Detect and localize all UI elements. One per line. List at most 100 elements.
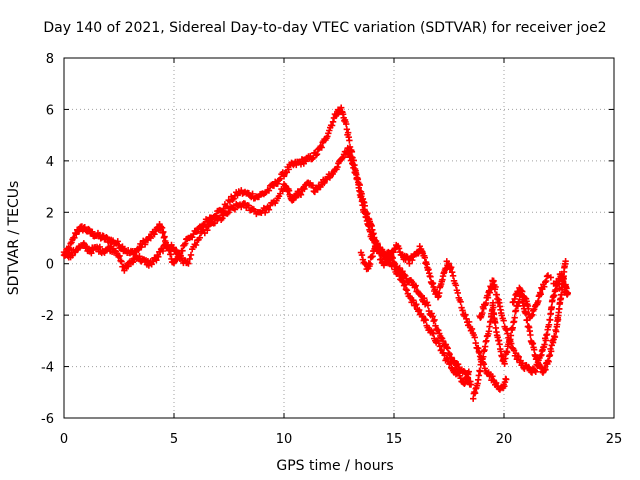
data-point	[119, 243, 126, 250]
data-point	[525, 311, 533, 318]
data-point	[118, 258, 125, 265]
data-point	[352, 169, 360, 177]
data-point	[454, 361, 462, 368]
data-point	[390, 261, 397, 268]
data-point	[504, 330, 511, 337]
data-point	[249, 190, 256, 198]
data-point	[452, 282, 460, 289]
data-point	[412, 302, 419, 309]
data-point	[274, 180, 281, 187]
series-track-d	[470, 257, 569, 402]
data-point	[424, 302, 432, 309]
data-point	[512, 291, 519, 299]
data-point	[403, 287, 411, 294]
data-point	[321, 179, 328, 187]
data-point	[406, 260, 413, 267]
data-point	[96, 243, 104, 251]
x-tick-label: 0	[60, 432, 68, 447]
data-point	[373, 242, 380, 250]
x-tick-label: 25	[606, 432, 623, 447]
data-point	[546, 351, 554, 359]
data-point	[550, 280, 557, 287]
data-point	[116, 252, 123, 260]
data-point	[396, 264, 403, 272]
data-point	[492, 283, 499, 291]
data-point	[465, 368, 472, 375]
data-point	[75, 227, 83, 235]
data-point	[516, 284, 523, 292]
data-point	[443, 343, 450, 351]
data-point	[545, 358, 552, 365]
data-point	[329, 118, 337, 126]
data-point	[401, 271, 408, 278]
data-point	[326, 127, 333, 134]
data-point	[67, 240, 74, 247]
data-point	[509, 324, 516, 331]
y-tick-label: 4	[46, 155, 54, 170]
data-point	[471, 334, 478, 341]
data-point	[385, 255, 392, 263]
data-point	[343, 126, 351, 133]
data-point	[387, 252, 394, 259]
data-point	[182, 240, 189, 247]
y-tick-label: -4	[41, 361, 54, 376]
data-point	[457, 298, 464, 306]
x-tick-label: 5	[170, 432, 178, 447]
data-point	[448, 264, 455, 271]
data-point	[334, 163, 341, 171]
data-point	[179, 247, 186, 254]
data-point	[538, 284, 545, 292]
series-track-c	[357, 241, 510, 393]
data-point	[503, 376, 510, 383]
data-point	[265, 187, 273, 194]
data-point	[444, 345, 451, 352]
data-point	[436, 343, 444, 350]
x-axis-label: GPS time / hours	[276, 458, 393, 474]
data-point	[312, 151, 320, 159]
data-point	[489, 373, 496, 380]
data-point	[184, 259, 191, 266]
data-point	[509, 299, 516, 306]
data-point	[377, 256, 385, 263]
data-point	[338, 155, 346, 162]
data-point	[540, 281, 547, 288]
data-point	[354, 175, 362, 183]
data-point	[422, 316, 429, 324]
data-point	[318, 144, 325, 151]
data-point	[430, 317, 437, 325]
data-point	[361, 202, 368, 210]
data-point	[85, 225, 92, 233]
data-point	[348, 153, 355, 161]
data-point	[429, 313, 436, 320]
data-point	[498, 312, 505, 319]
data-point	[401, 281, 409, 288]
data-point	[328, 122, 336, 129]
data-point	[543, 273, 551, 280]
data-point	[265, 206, 273, 213]
y-tick-label: -6	[41, 412, 54, 427]
data-point	[503, 349, 511, 356]
data-point	[522, 310, 530, 317]
data-point	[431, 316, 438, 324]
data-point	[115, 253, 122, 261]
x-tick-label: 15	[386, 432, 403, 447]
data-point	[423, 299, 431, 306]
data-point	[186, 255, 193, 263]
data-point	[153, 256, 160, 264]
data-point	[219, 215, 226, 222]
data-point	[547, 316, 554, 324]
data-point	[449, 272, 457, 280]
data-point	[301, 185, 308, 193]
data-point	[141, 241, 149, 248]
data-point	[490, 304, 497, 311]
chart-title: Day 140 of 2021, Sidereal Day-to-day VTE…	[43, 20, 606, 36]
data-point	[376, 250, 383, 257]
data-point	[409, 256, 416, 264]
data-point	[358, 251, 366, 259]
data-point	[465, 318, 473, 326]
data-point	[346, 137, 353, 144]
data-point	[285, 166, 292, 173]
data-point	[147, 234, 154, 242]
data-point	[224, 210, 231, 217]
data-point	[448, 354, 455, 361]
